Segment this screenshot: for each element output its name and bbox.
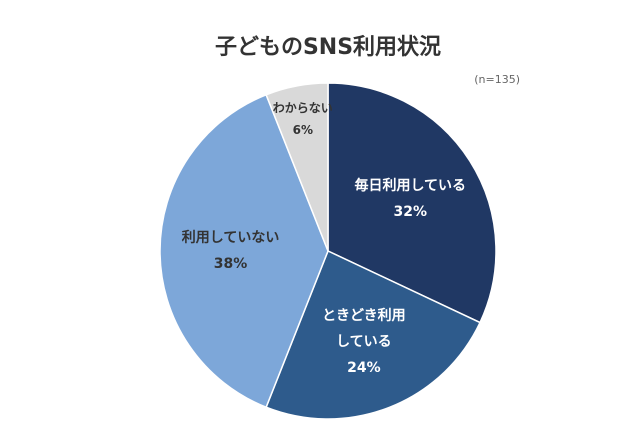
pie-slice [265,249,482,420]
pie-slice [327,82,497,324]
value-label: 38% [213,256,248,272]
chart-title: 子どものSNS利用状況 [215,35,441,60]
pie-slice [265,82,329,252]
value-label: 6% [292,122,313,137]
slice-label: ときどき利用している 24% [319,303,409,381]
value-label: 24% [347,359,381,376]
subtitle: (n=135) [474,73,520,86]
pie-slice [159,93,329,409]
category-label: わからない [272,100,333,115]
category-label: 毎日利用している [354,177,467,194]
category-label: 利用していない [181,230,280,246]
value-label: 32% [393,203,428,220]
slice-label: 毎日利用している 32% [354,173,466,225]
category-label: ときどき利用している [322,307,406,350]
slice-label: 利用していない 38% [182,225,280,277]
slice-label: わからない 6% [273,97,333,141]
